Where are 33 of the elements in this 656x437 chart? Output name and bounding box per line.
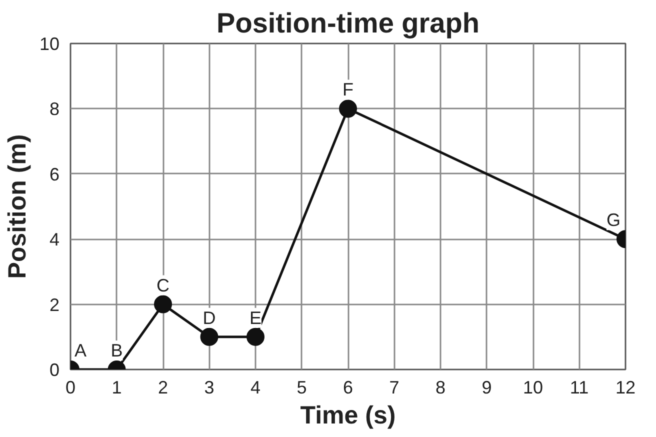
annotation: E xyxy=(249,308,262,328)
x-tick-label: 6 xyxy=(342,378,354,398)
annotation: B xyxy=(110,340,123,360)
x-axis-title: Time (s) xyxy=(300,402,396,430)
annotation: F xyxy=(342,80,354,100)
annotation: A xyxy=(74,340,87,360)
annotation: C xyxy=(156,275,170,296)
x-tick-label: 11 xyxy=(570,378,589,398)
y-axis-title: Position (m) xyxy=(3,134,32,279)
x-tick-label: 3 xyxy=(204,378,214,398)
point xyxy=(246,328,264,346)
x-tick-label: 0 xyxy=(65,378,76,398)
annotation: G xyxy=(606,210,621,230)
x-tick-label: 4 xyxy=(250,378,261,398)
x-tick-label: 1 xyxy=(112,378,122,398)
x-tick-label: 2 xyxy=(158,378,168,398)
point xyxy=(200,328,218,346)
x-tick-label: 5 xyxy=(296,378,307,398)
chart-title: Position-time graph xyxy=(216,8,480,38)
point xyxy=(339,100,357,118)
x-tick-label: 9 xyxy=(482,378,492,398)
y-tick-label: 2 xyxy=(49,294,60,315)
x-tick-label: 7 xyxy=(389,378,400,398)
point xyxy=(154,295,172,314)
y-tick-label: 0 xyxy=(49,360,60,380)
y-tick-label: 4 xyxy=(49,230,60,250)
x-tick-label: 10 xyxy=(522,378,544,398)
y-tick-label: 10 xyxy=(39,34,60,54)
y-tick-label: 6 xyxy=(49,164,60,184)
x-tick-label: 8 xyxy=(435,378,446,398)
x-tick-label: 12 xyxy=(615,378,636,398)
y-tick-label: 8 xyxy=(49,99,60,120)
annotation: D xyxy=(202,308,216,328)
